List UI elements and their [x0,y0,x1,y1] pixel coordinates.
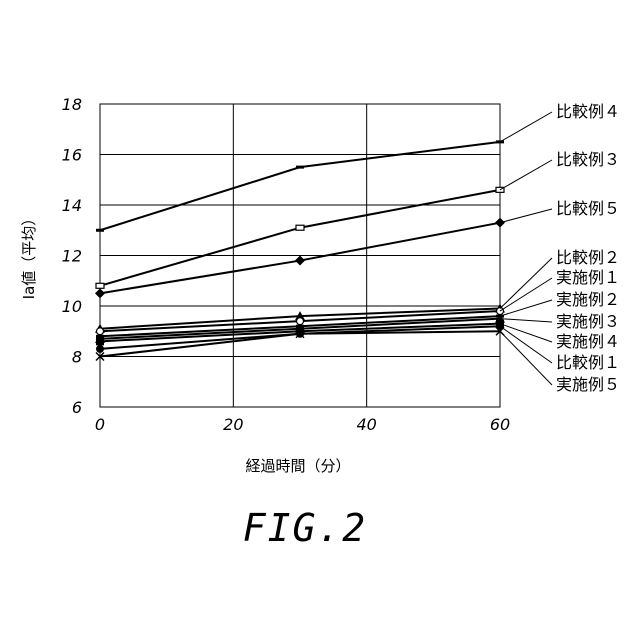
leader-line [500,160,552,190]
series-labels: 比較例４ 比較例３ 比較例５ 比較例２実施例１ 実施例２ 実施例３実施例４ 比較例１ 実施例５ [556,102,620,394]
series-label: 比較例３ [556,150,620,169]
series-label: 実施例４ [556,332,620,351]
y-tick-label: 12 [62,247,82,266]
series-label: 比較例２ [556,248,620,267]
series-label: 実施例５ [556,375,620,394]
series-line [100,142,500,230]
y-axis-ticks: 6 8 10 12 14 16 18 [62,95,82,417]
data-point-dash [296,166,304,169]
series-label: 比較例１ [556,353,620,372]
leader-line [500,112,552,142]
y-tick-label: 18 [62,95,82,114]
y-tick-label: 8 [72,348,82,367]
data-point-diamond [95,288,105,298]
series-label: 実施例１ [556,268,620,287]
label-leader-lines [500,112,552,385]
x-tick-label: 20 [223,415,243,434]
series-line [100,190,500,286]
data-point-circle [96,345,104,353]
x-tick-label: 60 [490,415,510,434]
series-label: 比較例５ [556,199,620,218]
series-label: 実施例２ [556,290,620,309]
data-point-circle-open [97,328,104,335]
y-tick-label: 16 [62,146,82,165]
y-tick-label: 14 [62,196,82,215]
series-label: 実施例３ [556,312,620,331]
x-tick-label: 0 [95,415,105,434]
data-point-square [96,337,104,345]
series-label: 比較例４ [556,102,620,121]
leader-line [500,300,552,316]
leader-line [500,319,552,322]
data-point-diamond [295,256,305,266]
y-tick-label: 10 [62,297,82,316]
data-point-square-open [96,283,104,288]
data-point-dash [96,229,104,232]
x-tick-label: 40 [356,415,376,434]
leader-line [500,209,552,223]
y-axis-label: Ia値（平均） [20,211,38,300]
x-axis-label: 経過時間（分） [245,457,350,475]
figure-caption: FIG.2 [0,506,610,550]
x-axis-ticks: 0 20 40 60 [95,415,510,434]
data-point-square-open [296,225,304,230]
data-point-circle-open [297,318,304,325]
y-tick-label: 6 [72,398,82,417]
